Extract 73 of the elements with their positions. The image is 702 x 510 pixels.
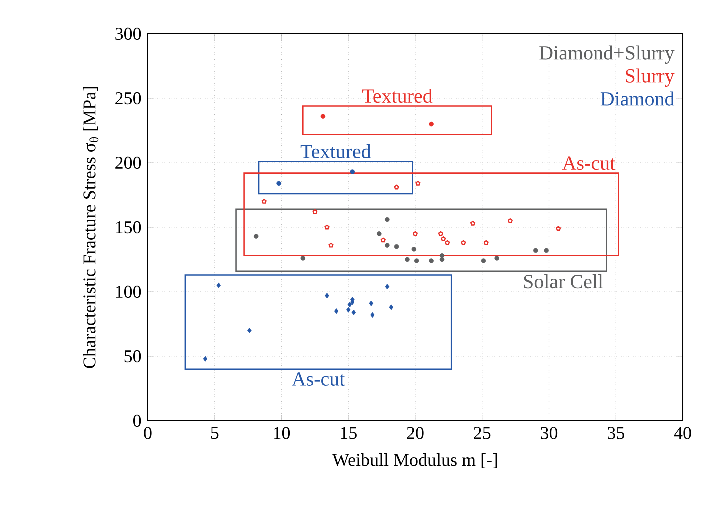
point xyxy=(348,302,352,308)
x-tick-label: 0 xyxy=(144,427,152,440)
point xyxy=(300,256,306,261)
annotation: Solar Cell xyxy=(524,274,604,289)
point xyxy=(385,284,390,290)
point xyxy=(414,258,420,264)
point xyxy=(441,236,446,242)
point xyxy=(413,231,418,236)
point xyxy=(470,221,476,226)
point xyxy=(276,181,282,186)
x-axis-title: Weibull Modulus m [-] xyxy=(332,454,498,468)
point xyxy=(481,258,486,264)
point xyxy=(334,308,339,314)
x-tick-label: 30 xyxy=(541,427,558,440)
point xyxy=(494,256,500,261)
y-tick-label: 150 xyxy=(116,221,142,234)
y-axis-title: Characteristic Fracture Stress σ$_{θ}$ [MPa] xyxy=(83,87,99,368)
point xyxy=(377,232,382,236)
point xyxy=(216,282,222,288)
point xyxy=(429,122,434,127)
x-tick-label: 25 xyxy=(474,427,491,440)
point xyxy=(416,181,421,186)
point xyxy=(556,226,562,231)
y-tick-label: 200 xyxy=(116,156,142,170)
point xyxy=(394,184,400,190)
text: Slurry xyxy=(626,68,675,87)
y-tick-label: 250 xyxy=(116,92,142,105)
y-tick-label: 50 xyxy=(124,350,142,363)
point xyxy=(380,238,386,243)
x-tick-label: 20 xyxy=(407,427,424,440)
annotation: As-cut xyxy=(292,372,346,386)
point xyxy=(544,248,549,254)
point xyxy=(484,240,489,246)
text: Diamond+Slurry xyxy=(540,46,675,64)
point xyxy=(385,217,390,222)
x-tick-label: 15 xyxy=(341,427,357,440)
y-tick-label: 0 xyxy=(133,414,142,428)
point xyxy=(394,244,400,250)
point xyxy=(350,170,356,174)
y-tick-label: 300 xyxy=(116,28,142,40)
point xyxy=(385,243,390,248)
point xyxy=(262,199,267,204)
point xyxy=(248,328,252,334)
point xyxy=(254,234,259,239)
point xyxy=(508,218,513,224)
point xyxy=(533,248,538,254)
point xyxy=(461,240,466,246)
annotation: As-cut xyxy=(562,156,616,170)
point xyxy=(412,247,417,252)
point xyxy=(429,258,434,264)
point xyxy=(324,224,330,230)
point xyxy=(405,257,410,262)
point xyxy=(352,310,356,316)
annotation: Textured xyxy=(300,144,372,159)
x-tick-label: 40 xyxy=(674,427,692,440)
y-tick-label: 100 xyxy=(116,286,142,298)
point xyxy=(440,257,445,262)
point xyxy=(325,293,330,299)
point xyxy=(389,304,394,310)
x-tick-label: 10 xyxy=(274,427,290,440)
point xyxy=(445,240,450,246)
point xyxy=(320,114,326,119)
point xyxy=(369,300,374,306)
point xyxy=(440,253,445,258)
annotation: Textured xyxy=(362,88,433,104)
point xyxy=(346,307,351,313)
point xyxy=(328,242,334,248)
x-tick-label: 5 xyxy=(211,427,219,440)
x-tick-label: 35 xyxy=(608,427,624,440)
point xyxy=(203,356,208,362)
point xyxy=(312,209,318,214)
text: Diamond xyxy=(600,92,675,106)
point xyxy=(438,231,444,236)
